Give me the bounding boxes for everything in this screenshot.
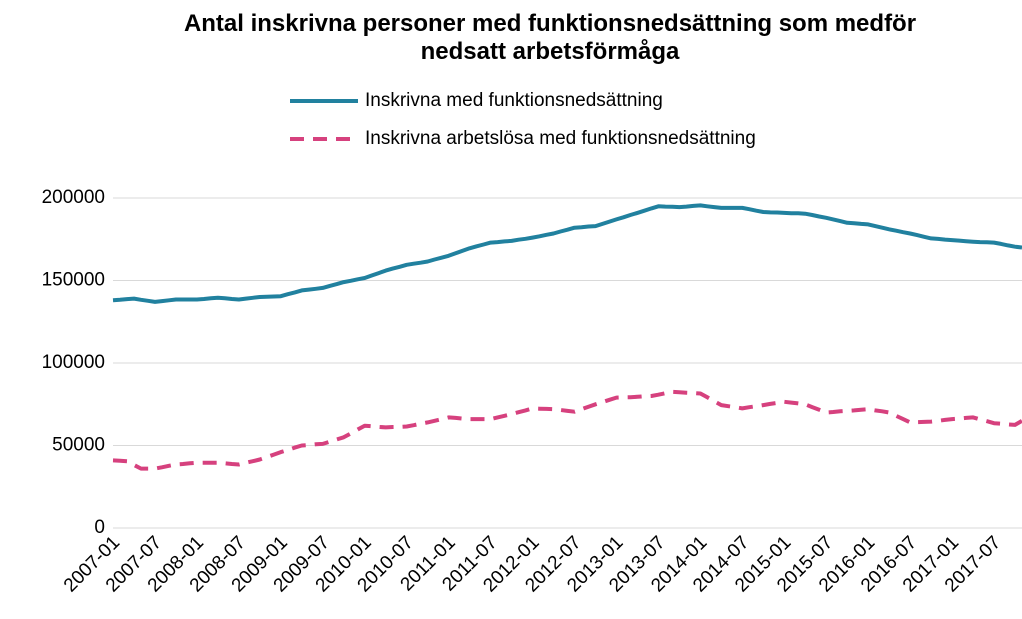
legend-label: Inskrivna arbetslösa med funktionsnedsät… <box>365 128 756 149</box>
y-tick-label: 50000 <box>52 435 105 456</box>
y-tick-label: 100000 <box>42 352 105 373</box>
y-tick-label: 150000 <box>42 270 105 291</box>
legend-label: Inskrivna med funktionsnedsättning <box>365 90 663 111</box>
series-line <box>112 203 1022 304</box>
y-tick-label: 200000 <box>42 187 105 208</box>
chart-title: Antal inskrivna personer med funktionsne… <box>183 10 917 65</box>
series-line <box>112 389 1022 471</box>
y-tick-label: 0 <box>94 517 105 538</box>
